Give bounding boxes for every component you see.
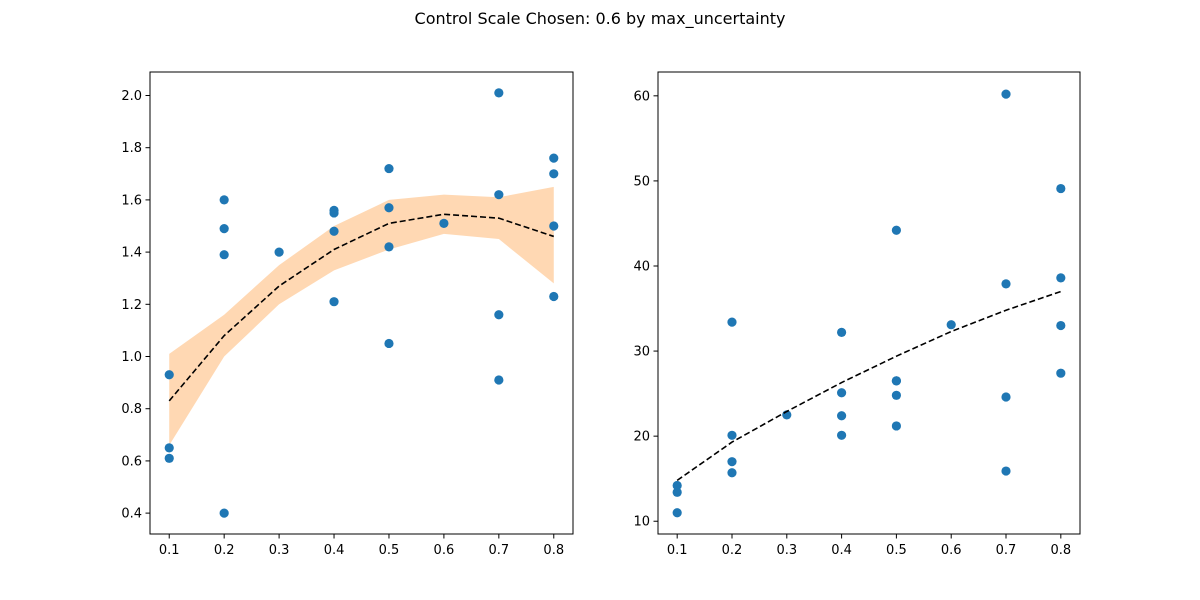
- data-point: [727, 430, 737, 440]
- data-point: [837, 411, 847, 421]
- data-point: [1056, 183, 1066, 194]
- data-point: [549, 169, 559, 179]
- data-point: [672, 508, 682, 518]
- axes-frame: [657, 71, 1081, 535]
- x-tick-label: 0.1: [159, 543, 180, 558]
- data-point: [219, 250, 229, 260]
- x-tick-label: 0.8: [1050, 543, 1071, 558]
- fit-line: [676, 290, 1062, 482]
- data-point: [329, 208, 339, 218]
- y-tick-label: 0.8: [121, 402, 142, 417]
- data-point: [1056, 320, 1066, 331]
- y-tick-label: 50: [633, 174, 650, 189]
- data-point: [494, 88, 504, 98]
- data-point: [672, 487, 682, 497]
- y-tick-label: 1.6: [121, 193, 142, 208]
- y-tick-label: 60: [633, 89, 650, 104]
- data-point: [274, 247, 284, 257]
- x-tick-label: 0.3: [269, 543, 290, 558]
- y-tick-label: 20: [633, 430, 650, 445]
- axes-frame: [149, 71, 574, 535]
- data-point: [329, 297, 339, 307]
- fit-line: [168, 213, 555, 402]
- data-point: [549, 291, 559, 302]
- y-tick-label: 1.8: [121, 141, 142, 156]
- figure-suptitle: Control Scale Chosen: 0.6 by max_uncerta…: [414, 9, 786, 28]
- x-tick-label: 0.2: [214, 543, 235, 558]
- y-tick-label: 10: [633, 515, 650, 530]
- y-tick-label: 2.0: [121, 89, 142, 104]
- data-point: [219, 508, 229, 518]
- data-point: [219, 224, 229, 234]
- data-point: [549, 221, 559, 231]
- data-point: [946, 320, 956, 330]
- x-tick-label: 0.4: [831, 543, 852, 558]
- data-point: [1056, 273, 1066, 283]
- y-tick-label: 0.6: [121, 454, 142, 469]
- data-point: [1001, 466, 1011, 476]
- x-tick-label: 0.4: [324, 543, 345, 558]
- x-tick-label: 0.8: [543, 543, 564, 558]
- data-point: [837, 430, 847, 440]
- data-point: [494, 190, 504, 200]
- x-tick-label: 0.7: [488, 543, 509, 558]
- y-tick-label: 40: [633, 259, 650, 274]
- data-point: [837, 388, 847, 398]
- data-point: [891, 390, 902, 400]
- y-tick-label: 1.4: [121, 246, 142, 261]
- data-point: [384, 242, 394, 252]
- x-tick-label: 0.5: [379, 543, 400, 558]
- y-tick-label: 0.4: [121, 507, 142, 522]
- data-point: [891, 376, 902, 386]
- x-tick-label: 0.7: [996, 543, 1017, 558]
- uncertainty-band: [169, 186, 554, 446]
- data-point: [837, 327, 847, 337]
- data-point: [727, 457, 737, 467]
- x-tick-label: 0.1: [667, 543, 688, 558]
- x-tick-label: 0.3: [776, 543, 797, 558]
- data-point: [219, 195, 229, 205]
- data-point: [329, 226, 339, 236]
- data-point: [549, 153, 559, 163]
- x-tick-label: 0.5: [886, 543, 907, 558]
- y-tick-label: 30: [633, 345, 650, 360]
- left-subplot: 0.1 0.2 0.3 0.4 0.5 0.6 0.7 0.8 0.4 0.6 0.8 1.0 1.2 1…: [121, 71, 574, 558]
- x-tick-label: 0.2: [722, 543, 743, 558]
- data-point: [1001, 279, 1011, 289]
- data-point: [891, 225, 902, 235]
- data-point: [384, 163, 394, 174]
- data-point: [1056, 368, 1066, 378]
- y-tick-label: 1.2: [121, 298, 142, 313]
- data-point: [494, 310, 504, 320]
- data-point: [1001, 89, 1011, 99]
- data-point: [384, 338, 394, 349]
- x-tick-label: 0.6: [434, 543, 455, 558]
- x-tick-label: 0.6: [941, 543, 962, 558]
- data-point: [164, 370, 174, 380]
- data-point: [439, 218, 449, 228]
- data-point: [727, 317, 737, 327]
- data-point: [727, 468, 737, 478]
- data-point: [164, 453, 174, 463]
- y-tick-label: 1.0: [121, 350, 142, 365]
- data-point: [1001, 392, 1011, 402]
- data-point: [891, 421, 902, 431]
- data-point: [672, 480, 682, 491]
- right-subplot: 0.1 0.2 0.3 0.4 0.5 0.6 0.7 0.8 10 20 30 40 50 60: [633, 71, 1081, 558]
- data-point: [164, 443, 174, 453]
- data-point: [384, 203, 394, 213]
- data-point: [494, 375, 504, 385]
